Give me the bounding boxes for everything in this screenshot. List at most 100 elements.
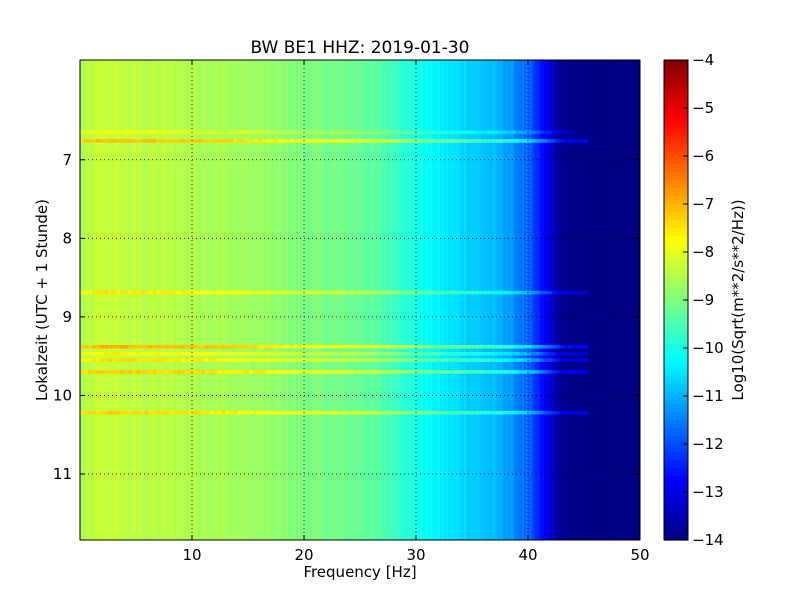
spectrogram-column bbox=[184, 60, 186, 540]
spectral-band-segment bbox=[245, 370, 250, 374]
spectral-band-segment bbox=[273, 358, 278, 362]
spectral-band-segment bbox=[438, 410, 443, 415]
spectrogram-column bbox=[158, 60, 160, 540]
spectral-band-segment bbox=[100, 410, 105, 415]
spectral-band-segment bbox=[84, 130, 89, 135]
spectral-band-segment bbox=[293, 130, 298, 135]
spectral-band-segment bbox=[398, 410, 403, 415]
spectral-band-segment bbox=[265, 370, 270, 374]
spectral-band-segment bbox=[237, 139, 242, 143]
colorbar-swatch bbox=[664, 216, 688, 221]
spectral-band-segment bbox=[467, 290, 472, 295]
colorbar-swatch bbox=[664, 496, 688, 501]
spectral-band-segment bbox=[192, 358, 197, 362]
spectral-band-segment bbox=[80, 358, 84, 362]
spectral-band-segment bbox=[354, 290, 359, 295]
colorbar-tick-label: −7 bbox=[692, 195, 714, 213]
spectral-band-segment bbox=[438, 352, 443, 356]
colorbar-swatch bbox=[664, 156, 688, 161]
spectral-band-segment bbox=[321, 370, 326, 374]
colorbar-swatch bbox=[664, 112, 688, 117]
spectral-band-segment bbox=[237, 358, 242, 362]
spectral-band-segment bbox=[297, 370, 302, 374]
spectral-band-segment bbox=[366, 352, 371, 356]
spectral-band-segment bbox=[112, 139, 117, 143]
spectral-band-segment bbox=[293, 139, 298, 143]
spectral-band-segment bbox=[374, 344, 379, 349]
colorbar-swatch bbox=[664, 436, 688, 441]
spectrogram-column bbox=[126, 60, 128, 540]
spectral-band-segment bbox=[487, 344, 492, 349]
colorbar-swatch bbox=[664, 280, 688, 285]
spectral-band-segment bbox=[209, 344, 214, 349]
spectrogram-column bbox=[218, 60, 220, 540]
spectrogram-column bbox=[502, 60, 504, 540]
spectral-band-segment bbox=[180, 410, 185, 415]
spectral-band-segment bbox=[148, 130, 153, 135]
spectral-band-segment bbox=[136, 290, 141, 295]
spectral-band-segment bbox=[309, 130, 314, 135]
spectral-band-segment bbox=[136, 344, 141, 349]
spectral-band-segment bbox=[378, 358, 383, 362]
spectral-band-segment bbox=[136, 130, 141, 135]
spectral-band-segment bbox=[551, 290, 556, 295]
spectrogram-column bbox=[360, 60, 362, 540]
spectral-band-segment bbox=[213, 344, 218, 349]
spectral-band-segment bbox=[269, 130, 274, 135]
spectrogram-column bbox=[168, 60, 170, 540]
spectrogram-column bbox=[106, 60, 108, 540]
spectral-band-segment bbox=[313, 358, 318, 362]
spectral-band-segment bbox=[414, 139, 419, 143]
spectral-band-segment bbox=[108, 139, 113, 143]
spectral-band-segment bbox=[317, 130, 322, 135]
spectral-band-segment bbox=[475, 352, 480, 356]
colorbar-swatch bbox=[664, 384, 688, 389]
spectral-band-segment bbox=[285, 344, 290, 349]
spectral-band-segment bbox=[120, 290, 125, 295]
spectral-band-segment bbox=[128, 344, 133, 349]
spectral-band-segment bbox=[120, 130, 125, 135]
spectral-band-segment bbox=[563, 290, 568, 295]
spectral-band-segment bbox=[523, 130, 528, 135]
colorbar-swatch bbox=[664, 180, 688, 185]
spectral-band-segment bbox=[374, 139, 379, 143]
spectral-band-segment bbox=[96, 410, 101, 415]
spectral-band-segment bbox=[269, 410, 274, 415]
colorbar-swatch bbox=[664, 468, 688, 473]
spectral-band-segment bbox=[277, 370, 282, 374]
spectral-band-segment bbox=[511, 370, 516, 374]
spectrogram-column bbox=[274, 60, 276, 540]
spectral-band-segment bbox=[233, 410, 238, 415]
spectral-band-segment bbox=[370, 130, 375, 135]
spectral-band-segment bbox=[342, 370, 347, 374]
spectral-band-segment bbox=[446, 139, 451, 143]
spectral-band-segment bbox=[92, 358, 97, 362]
spectral-band-segment bbox=[184, 344, 189, 349]
spectral-band-segment bbox=[535, 139, 540, 143]
spectral-band-segment bbox=[136, 370, 141, 374]
spectrogram-column bbox=[462, 60, 464, 540]
spectral-band-segment bbox=[446, 344, 451, 349]
spectral-band-segment bbox=[346, 290, 351, 295]
spectral-band-segment bbox=[584, 410, 588, 415]
spectrogram-column bbox=[306, 60, 308, 540]
spectrogram-column bbox=[130, 60, 132, 540]
spectral-band-segment bbox=[571, 139, 576, 143]
spectral-band-segment bbox=[273, 352, 278, 356]
spectral-band-segment bbox=[229, 370, 234, 374]
spectrogram-column bbox=[386, 60, 388, 540]
spectral-band-segment bbox=[483, 290, 488, 295]
spectrogram-column bbox=[498, 60, 500, 540]
spectral-band-segment bbox=[503, 410, 508, 415]
spectral-band-segment bbox=[354, 358, 359, 362]
spectral-band-segment bbox=[281, 344, 286, 349]
spectral-band-segment bbox=[200, 410, 205, 415]
spectral-band-segment bbox=[217, 352, 222, 356]
spectral-band-segment bbox=[148, 344, 153, 349]
spectral-band-segment bbox=[100, 370, 105, 374]
spectral-band-segment bbox=[418, 358, 423, 362]
colorbar-swatch bbox=[664, 328, 688, 333]
spectrogram-column bbox=[160, 60, 162, 540]
spectral-band-segment bbox=[374, 370, 379, 374]
spectrogram-column bbox=[544, 60, 546, 540]
